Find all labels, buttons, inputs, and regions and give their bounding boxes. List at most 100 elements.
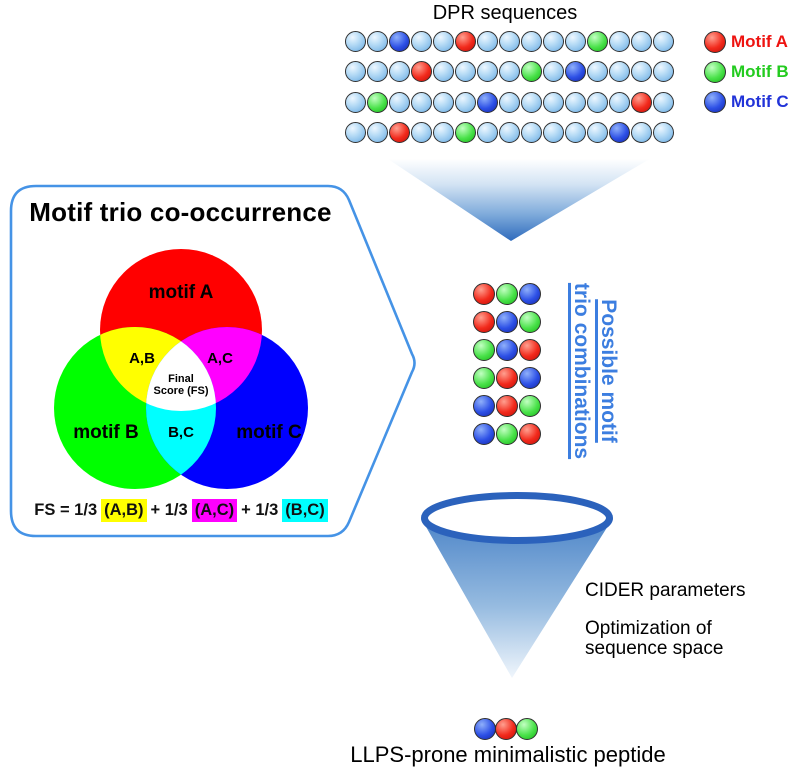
bead-lb	[521, 121, 542, 143]
bead-lb	[389, 61, 410, 83]
bead-lb	[521, 31, 542, 52]
bead-lb	[345, 121, 366, 143]
venn-center-region	[146, 327, 216, 411]
bead-lb	[565, 91, 586, 113]
possible-motif-trio-combinations-label: Possible motif trio combinations	[566, 263, 622, 479]
bead-lb	[543, 121, 564, 143]
bead-lb	[543, 91, 564, 113]
bead-lb	[499, 121, 520, 143]
formula-plus1: + 1/3	[150, 501, 188, 519]
bead-b	[473, 395, 495, 417]
bead-r	[519, 339, 541, 361]
bead-lb	[521, 91, 542, 113]
combo-label-line2: trio combinations	[570, 282, 593, 460]
bead-g	[587, 31, 608, 52]
bead-g	[367, 91, 388, 113]
bead-lb	[565, 31, 586, 52]
motif-c-bead-icon	[704, 91, 726, 113]
motif-b-bead-icon	[704, 61, 726, 83]
bead-b	[389, 31, 410, 52]
venn-label-motif-c: motif C	[236, 422, 302, 443]
bead-lb	[477, 121, 498, 143]
bead-lb	[389, 91, 410, 113]
bead-g	[516, 718, 538, 740]
bead-lb	[631, 31, 652, 52]
bead-r	[495, 718, 517, 740]
bead-lb	[411, 31, 432, 52]
bead-b	[565, 61, 586, 83]
bead-lb	[477, 31, 498, 52]
bead-row	[345, 31, 674, 52]
venn-label-bc: B,C	[168, 424, 194, 441]
bead-lb	[653, 61, 674, 83]
legend-item-motif-c: Motif C	[704, 91, 789, 113]
bead-b	[474, 718, 496, 740]
bead-g	[496, 283, 518, 305]
venn-label-score-fs: Score (FS)	[153, 385, 208, 397]
legend-item-motif-a: Motif A	[704, 31, 789, 53]
bead-r	[473, 283, 495, 305]
bead-g	[521, 61, 542, 83]
formula-term-ac: (A,C)	[191, 499, 238, 522]
bead-lb	[631, 61, 652, 83]
bead-lb	[587, 91, 608, 113]
formula-plus2: + 1/3	[241, 501, 279, 519]
bead-b	[519, 283, 541, 305]
bead-lb	[565, 121, 586, 143]
venn-label-ac: A,C	[207, 350, 233, 367]
motif-legend: Motif A Motif B Motif C	[704, 31, 789, 121]
bead-row	[473, 367, 541, 389]
venn-diagram: motif A A,B A,C Final Score (FS) motif B…	[54, 249, 308, 489]
bead-lb	[455, 61, 476, 83]
bead-lb	[455, 91, 476, 113]
bead-lb	[609, 61, 630, 83]
final-score-formula: FS = 1/3 (A,B) + 1/3 (A,C) + 1/3 (B,C)	[8, 499, 354, 522]
bead-r	[411, 61, 432, 83]
bead-lb	[411, 91, 432, 113]
bead-lb	[433, 61, 454, 83]
bead-lb	[477, 61, 498, 83]
bead-lb	[543, 31, 564, 52]
panel-title: Motif trio co-occurrence	[29, 197, 332, 227]
funnel-annotations: CIDER parameters Optimization of sequenc…	[585, 580, 746, 658]
bead-r	[473, 311, 495, 333]
motif-trio-cooccurrence-panel: Motif trio co-occurrence motif A A,B A,C…	[8, 183, 421, 539]
motif-trio-combination-rows	[473, 283, 541, 451]
bead-row	[345, 61, 674, 83]
bead-lb	[411, 121, 432, 143]
bead-g	[519, 395, 541, 417]
bead-r	[496, 395, 518, 417]
bead-lb	[587, 121, 608, 143]
bead-r	[455, 31, 476, 52]
final-peptide-caption: LLPS-prone minimalistic peptide	[350, 742, 666, 767]
bead-row	[473, 339, 541, 361]
formula-term-ab: (A,B)	[101, 499, 147, 522]
motif-a-bead-icon	[704, 31, 726, 53]
bead-lb	[345, 91, 366, 113]
venn-label-motif-a: motif A	[149, 282, 214, 303]
bead-b	[519, 367, 541, 389]
bead-lb	[433, 121, 454, 143]
bead-lb	[653, 121, 674, 143]
bead-b	[477, 91, 498, 113]
final-peptide-beads	[474, 718, 538, 740]
bead-lb	[587, 61, 608, 83]
bead-g	[455, 121, 476, 143]
bead-row	[473, 311, 541, 333]
bead-g	[473, 339, 495, 361]
dpr-sequences-title: DPR sequences	[432, 2, 578, 24]
bead-r	[496, 367, 518, 389]
bead-lb	[543, 61, 564, 83]
bead-lb	[367, 31, 388, 52]
bead-lb	[433, 31, 454, 52]
bead-lb	[631, 121, 652, 143]
venn-label-ab: A,B	[129, 350, 155, 367]
optimization-label-line2: sequence space	[585, 637, 724, 659]
bead-row	[473, 423, 541, 445]
bead-b	[496, 339, 518, 361]
optimization-label: Optimization of sequence space	[585, 619, 746, 658]
bead-lb	[653, 31, 674, 52]
bead-lb	[345, 31, 366, 52]
bead-lb	[345, 61, 366, 83]
bead-row	[473, 395, 541, 417]
